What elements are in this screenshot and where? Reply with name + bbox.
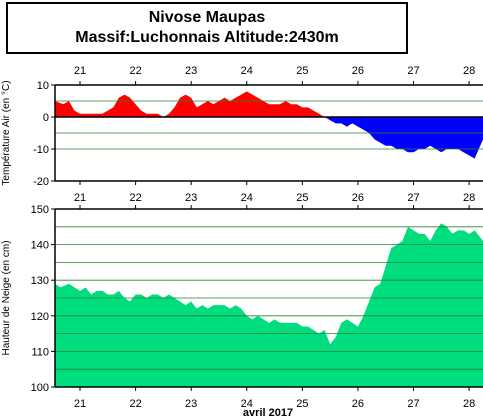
snow-height-area	[55, 223, 483, 387]
x-tick-label: 22	[129, 192, 141, 204]
temperature-positive-area	[55, 91, 483, 117]
x-tick-label: 21	[74, 192, 86, 204]
y-tick-label: -20	[33, 176, 49, 188]
y-tick-label: 0	[43, 112, 49, 124]
x-tick-label: 27	[407, 398, 419, 410]
x-tick-label: 24	[241, 398, 253, 410]
x-tick-label: 26	[352, 192, 364, 204]
x-tick-label: 22	[129, 65, 141, 77]
y-tick-label: 100	[31, 382, 49, 394]
y-tick-label: 130	[31, 275, 49, 287]
x-tick-label: 27	[407, 65, 419, 77]
x-tick-label: 23	[185, 398, 197, 410]
y-tick-label: 140	[31, 240, 49, 252]
x-tick-label: 25	[296, 65, 308, 77]
x-tick-label: 26	[352, 65, 364, 77]
y-tick-label: 150	[31, 204, 49, 216]
x-tick-label: 24	[241, 192, 253, 204]
y-tick-label: 110	[31, 346, 49, 358]
x-tick-label: 27	[407, 192, 419, 204]
x-tick-label: 22	[129, 398, 141, 410]
x-tick-label: 23	[185, 65, 197, 77]
x-tick-label: 26	[352, 398, 364, 410]
x-tick-label: 28	[463, 65, 475, 77]
x-tick-label: 28	[463, 192, 475, 204]
temperature-negative-area	[55, 117, 483, 159]
x-tick-label: 23	[185, 192, 197, 204]
x-axis-label: avril 2017	[243, 407, 293, 419]
y-axis-label: Température Air (en °C)	[1, 80, 12, 185]
x-tick-label: 25	[296, 398, 308, 410]
y-tick-label: 120	[31, 311, 49, 323]
chart-subtitle: Massif:Luchonnais Altitude:2430m	[75, 29, 339, 46]
x-tick-label: 25	[296, 192, 308, 204]
snow-height-panel: 100 110 120 130 140 150 21 22 23 24 25 26 27 28 Hauteu…	[1, 204, 483, 410]
x-tick-label: 24	[241, 65, 253, 77]
x-tick-label: 21	[74, 398, 86, 410]
y-tick-label: 10	[37, 80, 49, 92]
y-axis-label: Hauteur de Neige (en cm)	[1, 240, 12, 355]
x-tick-label: 28	[463, 398, 475, 410]
chart-title: Nivose Maupas	[148, 9, 266, 26]
title-box: Nivose Maupas Massif:Luchonnais Altitude…	[6, 2, 408, 54]
y-tick-label: -10	[33, 144, 49, 156]
x-tick-label: 21	[74, 65, 86, 77]
temperature-panel: -20 -10 0 10 21 21 22 22 23 23 24 24 25 25 26 26 27 27 28 2…	[1, 65, 483, 204]
